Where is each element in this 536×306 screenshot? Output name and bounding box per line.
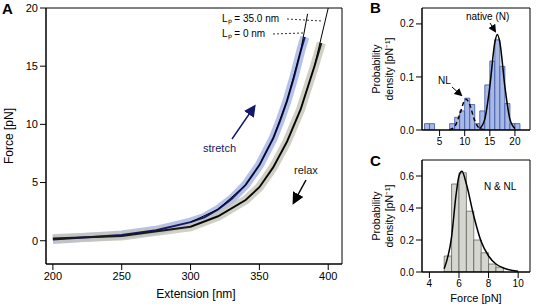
svg-text:250: 250 bbox=[113, 270, 131, 282]
svg-text:0.4: 0.4 bbox=[400, 203, 414, 214]
svg-text:N & NL: N & NL bbox=[484, 181, 517, 192]
svg-text:300: 300 bbox=[181, 270, 199, 282]
svg-text:20: 20 bbox=[26, 2, 38, 14]
svg-text:0.1: 0.1 bbox=[400, 72, 414, 83]
svg-text:Lₚ = 35.0 nm: Lₚ = 35.0 nm bbox=[222, 13, 279, 25]
svg-text:0.2: 0.2 bbox=[400, 235, 414, 246]
svg-text:A: A bbox=[2, 0, 13, 17]
svg-text:relax: relax bbox=[294, 164, 318, 176]
svg-text:20: 20 bbox=[509, 136, 521, 147]
svg-text:5: 5 bbox=[437, 136, 443, 147]
svg-text:15: 15 bbox=[484, 136, 496, 147]
svg-text:Probability: Probability bbox=[370, 44, 382, 94]
svg-text:10: 10 bbox=[513, 278, 525, 289]
svg-text:400: 400 bbox=[319, 270, 337, 282]
svg-text:15: 15 bbox=[26, 60, 38, 72]
svg-text:350: 350 bbox=[250, 270, 268, 282]
svg-text:0.6: 0.6 bbox=[400, 171, 414, 182]
svg-text:0: 0 bbox=[32, 235, 38, 247]
svg-text:0.2: 0.2 bbox=[400, 18, 414, 29]
svg-text:Force [pN]: Force [pN] bbox=[450, 292, 501, 304]
svg-text:10: 10 bbox=[26, 118, 38, 130]
svg-text:10: 10 bbox=[459, 136, 471, 147]
svg-text:200: 200 bbox=[44, 270, 62, 282]
svg-text:Lₚ = 0 nm: Lₚ = 0 nm bbox=[222, 28, 265, 40]
svg-text:4: 4 bbox=[427, 278, 433, 289]
svg-text:stretch: stretch bbox=[203, 142, 236, 154]
svg-text:5: 5 bbox=[32, 176, 38, 188]
svg-text:C: C bbox=[370, 152, 381, 169]
svg-text:density [pN⁻¹]: density [pN⁻¹] bbox=[383, 184, 395, 247]
svg-text:native (N): native (N) bbox=[466, 11, 509, 22]
svg-text:B: B bbox=[370, 0, 381, 16]
svg-text:Probability: Probability bbox=[370, 191, 382, 241]
svg-text:Extension [nm]: Extension [nm] bbox=[156, 287, 235, 301]
svg-text:Force [pN]: Force [pN] bbox=[2, 108, 16, 164]
svg-text:density [pN⁻¹]: density [pN⁻¹] bbox=[383, 37, 395, 100]
svg-text:0.0: 0.0 bbox=[400, 125, 414, 136]
svg-text:6: 6 bbox=[456, 278, 462, 289]
svg-text:0.0: 0.0 bbox=[400, 267, 414, 278]
svg-text:8: 8 bbox=[486, 278, 492, 289]
svg-text:NL: NL bbox=[438, 75, 451, 86]
